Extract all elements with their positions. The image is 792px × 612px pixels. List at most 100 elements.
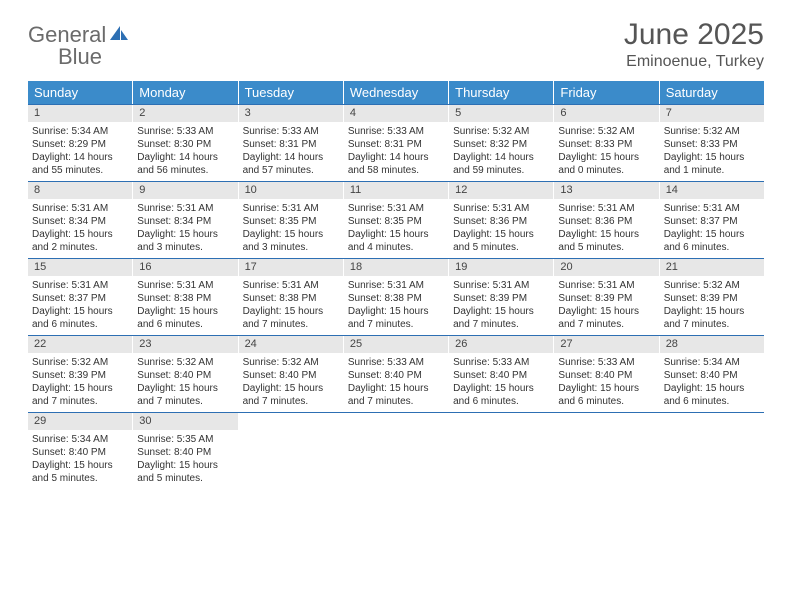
day-cell: 12Sunrise: 5:31 AMSunset: 8:36 PMDayligh… xyxy=(449,182,554,258)
day-cell: 18Sunrise: 5:31 AMSunset: 8:38 PMDayligh… xyxy=(344,259,449,335)
sunset-line: Sunset: 8:37 PM xyxy=(664,215,760,228)
daylight-line: Daylight: 15 hours and 0 minutes. xyxy=(558,151,654,177)
day-body: Sunrise: 5:31 AMSunset: 8:38 PMDaylight:… xyxy=(344,276,448,335)
location-text: Eminoenue, Turkey xyxy=(624,53,764,71)
day-cell: 6Sunrise: 5:32 AMSunset: 8:33 PMDaylight… xyxy=(554,105,659,181)
day-body: Sunrise: 5:33 AMSunset: 8:30 PMDaylight:… xyxy=(133,122,237,181)
day-number: 20 xyxy=(554,259,658,276)
sunrise-line: Sunrise: 5:32 AM xyxy=(137,356,233,369)
day-cell: 20Sunrise: 5:31 AMSunset: 8:39 PMDayligh… xyxy=(554,259,659,335)
daylight-line: Daylight: 14 hours and 59 minutes. xyxy=(453,151,549,177)
day-body: Sunrise: 5:31 AMSunset: 8:38 PMDaylight:… xyxy=(133,276,237,335)
day-cell: 15Sunrise: 5:31 AMSunset: 8:37 PMDayligh… xyxy=(28,259,133,335)
day-cell: 14Sunrise: 5:31 AMSunset: 8:37 PMDayligh… xyxy=(660,182,764,258)
sunrise-line: Sunrise: 5:31 AM xyxy=(348,202,444,215)
daylight-line: Daylight: 15 hours and 1 minute. xyxy=(664,151,760,177)
day-number: 21 xyxy=(660,259,764,276)
day-number: 12 xyxy=(449,182,553,199)
day-cell: 8Sunrise: 5:31 AMSunset: 8:34 PMDaylight… xyxy=(28,182,133,258)
day-body: Sunrise: 5:32 AMSunset: 8:33 PMDaylight:… xyxy=(554,122,658,181)
sunset-line: Sunset: 8:40 PM xyxy=(558,369,654,382)
calendar: SundayMondayTuesdayWednesdayThursdayFrid… xyxy=(28,81,764,489)
day-cell xyxy=(660,413,764,489)
day-number: 10 xyxy=(239,182,343,199)
daylight-line: Daylight: 15 hours and 7 minutes. xyxy=(348,305,444,331)
sunset-line: Sunset: 8:36 PM xyxy=(558,215,654,228)
day-number: 16 xyxy=(133,259,237,276)
page-title: June 2025 xyxy=(624,18,764,51)
day-number: 11 xyxy=(344,182,448,199)
sunrise-line: Sunrise: 5:33 AM xyxy=(243,125,339,138)
daylight-line: Daylight: 15 hours and 2 minutes. xyxy=(32,228,128,254)
day-cell: 29Sunrise: 5:34 AMSunset: 8:40 PMDayligh… xyxy=(28,413,133,489)
day-body: Sunrise: 5:31 AMSunset: 8:36 PMDaylight:… xyxy=(449,199,553,258)
day-cell: 21Sunrise: 5:32 AMSunset: 8:39 PMDayligh… xyxy=(660,259,764,335)
sunset-line: Sunset: 8:30 PM xyxy=(137,138,233,151)
daylight-line: Daylight: 15 hours and 6 minutes. xyxy=(32,305,128,331)
day-body: Sunrise: 5:32 AMSunset: 8:40 PMDaylight:… xyxy=(133,353,237,412)
sunrise-line: Sunrise: 5:31 AM xyxy=(453,279,549,292)
week-row: 22Sunrise: 5:32 AMSunset: 8:39 PMDayligh… xyxy=(28,335,764,412)
daylight-line: Daylight: 15 hours and 3 minutes. xyxy=(137,228,233,254)
day-cell: 25Sunrise: 5:33 AMSunset: 8:40 PMDayligh… xyxy=(344,336,449,412)
day-cell: 24Sunrise: 5:32 AMSunset: 8:40 PMDayligh… xyxy=(239,336,344,412)
day-body: Sunrise: 5:33 AMSunset: 8:40 PMDaylight:… xyxy=(554,353,658,412)
sunrise-line: Sunrise: 5:33 AM xyxy=(137,125,233,138)
day-number: 23 xyxy=(133,336,237,353)
sunset-line: Sunset: 8:38 PM xyxy=(137,292,233,305)
day-number: 18 xyxy=(344,259,448,276)
day-number: 2 xyxy=(133,105,237,122)
day-number: 26 xyxy=(449,336,553,353)
daylight-line: Daylight: 15 hours and 7 minutes. xyxy=(558,305,654,331)
sunrise-line: Sunrise: 5:32 AM xyxy=(243,356,339,369)
daylight-line: Daylight: 15 hours and 5 minutes. xyxy=(137,459,233,485)
sunset-line: Sunset: 8:40 PM xyxy=(664,369,760,382)
day-body: Sunrise: 5:31 AMSunset: 8:34 PMDaylight:… xyxy=(28,199,132,258)
sunrise-line: Sunrise: 5:31 AM xyxy=(32,279,128,292)
sunrise-line: Sunrise: 5:34 AM xyxy=(32,125,128,138)
dow-cell: Friday xyxy=(554,81,659,104)
daylight-line: Daylight: 15 hours and 7 minutes. xyxy=(348,382,444,408)
sunrise-line: Sunrise: 5:32 AM xyxy=(558,125,654,138)
sunset-line: Sunset: 8:34 PM xyxy=(32,215,128,228)
day-body: Sunrise: 5:31 AMSunset: 8:36 PMDaylight:… xyxy=(554,199,658,258)
day-body: Sunrise: 5:34 AMSunset: 8:29 PMDaylight:… xyxy=(28,122,132,181)
logo: General Blue xyxy=(28,24,130,68)
day-body: Sunrise: 5:33 AMSunset: 8:40 PMDaylight:… xyxy=(344,353,448,412)
day-number: 19 xyxy=(449,259,553,276)
day-cell: 16Sunrise: 5:31 AMSunset: 8:38 PMDayligh… xyxy=(133,259,238,335)
day-cell: 30Sunrise: 5:35 AMSunset: 8:40 PMDayligh… xyxy=(133,413,238,489)
sunrise-line: Sunrise: 5:35 AM xyxy=(137,433,233,446)
sunset-line: Sunset: 8:40 PM xyxy=(32,446,128,459)
day-cell: 9Sunrise: 5:31 AMSunset: 8:34 PMDaylight… xyxy=(133,182,238,258)
day-number: 1 xyxy=(28,105,132,122)
day-number: 3 xyxy=(239,105,343,122)
dow-cell: Saturday xyxy=(660,81,764,104)
day-body: Sunrise: 5:34 AMSunset: 8:40 PMDaylight:… xyxy=(660,353,764,412)
day-cell: 2Sunrise: 5:33 AMSunset: 8:30 PMDaylight… xyxy=(133,105,238,181)
day-number: 4 xyxy=(344,105,448,122)
day-body: Sunrise: 5:34 AMSunset: 8:40 PMDaylight:… xyxy=(28,430,132,489)
title-block: June 2025 Eminoenue, Turkey xyxy=(624,18,764,71)
sunrise-line: Sunrise: 5:32 AM xyxy=(453,125,549,138)
sunrise-line: Sunrise: 5:33 AM xyxy=(348,356,444,369)
dow-cell: Tuesday xyxy=(239,81,344,104)
sunrise-line: Sunrise: 5:32 AM xyxy=(32,356,128,369)
dow-cell: Thursday xyxy=(449,81,554,104)
day-cell: 28Sunrise: 5:34 AMSunset: 8:40 PMDayligh… xyxy=(660,336,764,412)
daylight-line: Daylight: 15 hours and 7 minutes. xyxy=(243,305,339,331)
sunset-line: Sunset: 8:40 PM xyxy=(243,369,339,382)
daylight-line: Daylight: 15 hours and 7 minutes. xyxy=(453,305,549,331)
daylight-line: Daylight: 14 hours and 57 minutes. xyxy=(243,151,339,177)
day-cell: 27Sunrise: 5:33 AMSunset: 8:40 PMDayligh… xyxy=(554,336,659,412)
day-body: Sunrise: 5:32 AMSunset: 8:33 PMDaylight:… xyxy=(660,122,764,181)
daylight-line: Daylight: 15 hours and 5 minutes. xyxy=(453,228,549,254)
sunrise-line: Sunrise: 5:31 AM xyxy=(243,202,339,215)
day-number: 17 xyxy=(239,259,343,276)
day-cell: 17Sunrise: 5:31 AMSunset: 8:38 PMDayligh… xyxy=(239,259,344,335)
daylight-line: Daylight: 15 hours and 6 minutes. xyxy=(664,382,760,408)
day-cell: 5Sunrise: 5:32 AMSunset: 8:32 PMDaylight… xyxy=(449,105,554,181)
day-cell: 7Sunrise: 5:32 AMSunset: 8:33 PMDaylight… xyxy=(660,105,764,181)
daylight-line: Daylight: 15 hours and 7 minutes. xyxy=(137,382,233,408)
sunrise-line: Sunrise: 5:33 AM xyxy=(558,356,654,369)
